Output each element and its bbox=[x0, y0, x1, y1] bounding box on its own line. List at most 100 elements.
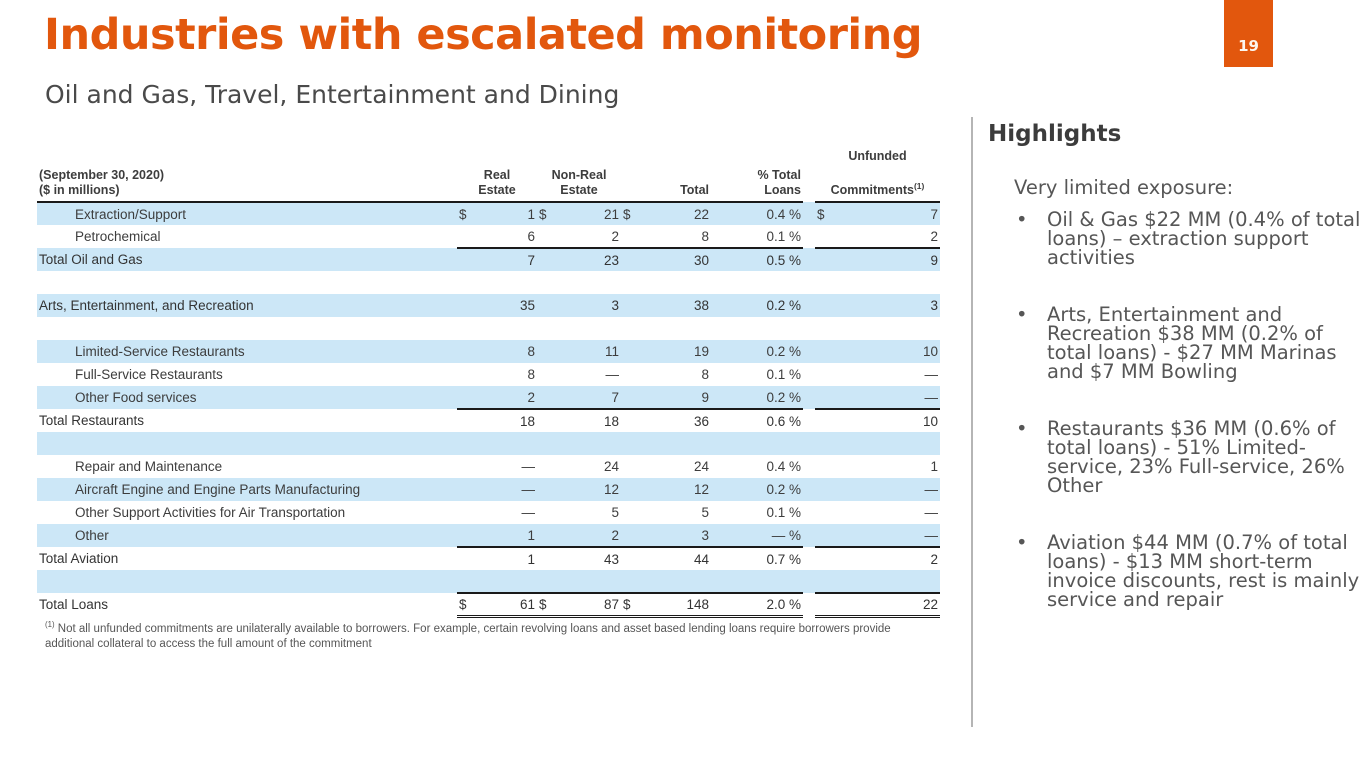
non-real-estate-value: 21 bbox=[603, 206, 619, 222]
non-real-estate-value: 12 bbox=[603, 482, 619, 498]
table-row: Total Aviation 1 43 44 0.7 % 2 bbox=[37, 546, 940, 571]
footnote-marker: (1) bbox=[45, 620, 55, 629]
real-estate-value: 6 bbox=[527, 228, 535, 244]
unfunded-currency bbox=[815, 294, 833, 317]
table-spacer-row bbox=[37, 271, 940, 294]
total-currency bbox=[621, 546, 639, 571]
table-row: Repair and Maintenance — 24 24 0.4 % 1 bbox=[37, 455, 940, 478]
row-label: Petrochemical bbox=[75, 229, 161, 245]
total-value: 30 bbox=[639, 247, 711, 272]
real-estate-value: 1 bbox=[527, 527, 535, 543]
footnote: (1) Not all unfunded commitments are uni… bbox=[45, 620, 907, 653]
table-spacer-row bbox=[37, 317, 940, 340]
non-real-estate-value: 18 bbox=[555, 408, 621, 433]
total-value: 44 bbox=[639, 546, 711, 571]
row-label: Other Food services bbox=[75, 390, 197, 406]
non-real-estate-value: 87 bbox=[555, 592, 621, 618]
gap-cell bbox=[803, 248, 815, 271]
unfunded-value: 2 bbox=[930, 228, 938, 244]
table-row: Full-Service Restaurants 8 — 8 0.1 % — bbox=[37, 363, 940, 386]
real-estate-value: — bbox=[521, 505, 536, 521]
unfunded-value: — bbox=[924, 389, 939, 405]
gap-cell bbox=[803, 501, 815, 524]
row-label: Other Support Activities for Air Transpo… bbox=[75, 505, 346, 521]
non-real-estate-currency bbox=[537, 524, 555, 547]
highlights-intro: Very limited exposure: bbox=[1014, 176, 1234, 199]
total-value: 3 bbox=[701, 527, 709, 543]
unfunded-currency bbox=[815, 478, 833, 501]
total-currency bbox=[621, 247, 639, 272]
total-value: 5 bbox=[701, 505, 709, 521]
real-estate-currency bbox=[457, 501, 475, 524]
table-header-row: (September 30, 2020) ($ in millions) Rea… bbox=[37, 134, 940, 204]
gap-cell bbox=[803, 202, 815, 225]
real-estate-currency bbox=[457, 455, 475, 478]
unfunded-currency bbox=[815, 455, 833, 478]
total-value: 38 bbox=[693, 298, 709, 314]
gap-cell bbox=[803, 455, 815, 478]
highlights-list: Oil & Gas $22 MM (0.4% of total loans) –… bbox=[1014, 210, 1362, 610]
pct-total-loans-value: 0.2 % bbox=[766, 482, 801, 498]
pct-total-loans-value: — % bbox=[771, 527, 801, 543]
col-header-real-estate: Real Estate bbox=[457, 134, 537, 204]
row-label: Other bbox=[75, 528, 109, 544]
caption-units: ($ in millions) bbox=[39, 183, 120, 198]
total-currency bbox=[621, 294, 639, 317]
gap-cell bbox=[803, 409, 815, 432]
non-real-estate-value: 11 bbox=[604, 344, 619, 360]
real-estate-value: 8 bbox=[527, 367, 535, 383]
table-row: Total Oil and Gas 7 23 30 0.5 % 9 bbox=[37, 247, 940, 272]
real-estate-value: 7 bbox=[475, 247, 537, 272]
non-real-estate-value: — bbox=[605, 367, 620, 383]
highlights-panel: Highlights Very limited exposure: Oil & … bbox=[988, 120, 1362, 609]
real-estate-value: 35 bbox=[519, 298, 535, 314]
table-row: Other 1 2 3 — % — bbox=[37, 524, 940, 548]
table-spacer-row bbox=[37, 570, 940, 594]
gap-cell bbox=[803, 593, 815, 616]
pct-total-loans-value: 0.4 % bbox=[766, 459, 801, 475]
gap-cell bbox=[803, 386, 815, 409]
real-estate-currency bbox=[457, 386, 475, 409]
unfunded-currency bbox=[815, 247, 833, 272]
total-currency bbox=[621, 363, 639, 386]
spacer-cell bbox=[37, 271, 940, 294]
gap-cell bbox=[803, 225, 815, 248]
real-estate-value: — bbox=[521, 482, 536, 498]
real-estate-currency bbox=[457, 340, 475, 363]
pct-total-loans-value: 0.2 % bbox=[766, 298, 801, 314]
real-estate-currency bbox=[457, 546, 475, 571]
total-currency: $ bbox=[621, 592, 639, 618]
real-estate-value: 1 bbox=[527, 206, 535, 222]
total-currency bbox=[621, 340, 639, 363]
table-row: Aircraft Engine and Engine Parts Manufac… bbox=[37, 478, 940, 502]
non-real-estate-currency bbox=[537, 386, 555, 409]
table-row: Extraction/Support $1 $21 $22 0.4 % $7 bbox=[37, 202, 940, 226]
unfunded-currency bbox=[815, 546, 833, 571]
non-real-estate-currency bbox=[537, 340, 555, 363]
non-real-estate-currency bbox=[537, 455, 555, 478]
total-value: 36 bbox=[639, 408, 711, 433]
gap-cell bbox=[803, 547, 815, 570]
gap-cell bbox=[803, 524, 815, 547]
non-real-estate-value: 2 bbox=[611, 228, 619, 244]
unfunded-value: 7 bbox=[930, 206, 938, 222]
unfunded-currency bbox=[815, 592, 833, 618]
non-real-estate-currency bbox=[537, 363, 555, 386]
unfunded-currency bbox=[815, 225, 833, 248]
real-estate-value: 2 bbox=[527, 389, 535, 405]
page-subtitle: Oil and Gas, Travel, Entertainment and D… bbox=[45, 80, 620, 109]
unfunded-value: 22 bbox=[833, 592, 940, 618]
total-value: 22 bbox=[693, 206, 709, 222]
non-real-estate-value: 43 bbox=[555, 546, 621, 571]
non-real-estate-value: 5 bbox=[611, 505, 619, 521]
real-estate-currency bbox=[457, 247, 475, 272]
real-estate-currency bbox=[457, 408, 475, 433]
real-estate-currency bbox=[457, 363, 475, 386]
row-label: Limited-Service Restaurants bbox=[75, 344, 245, 360]
unfunded-value: 10 bbox=[922, 344, 938, 360]
real-estate-currency bbox=[457, 225, 475, 248]
col-header-unfunded-commitments: Unfunded Commitments(1) bbox=[815, 134, 940, 204]
unfunded-currency bbox=[815, 501, 833, 524]
total-currency bbox=[621, 225, 639, 248]
pct-total-loans-value: 0.7 % bbox=[711, 546, 803, 571]
